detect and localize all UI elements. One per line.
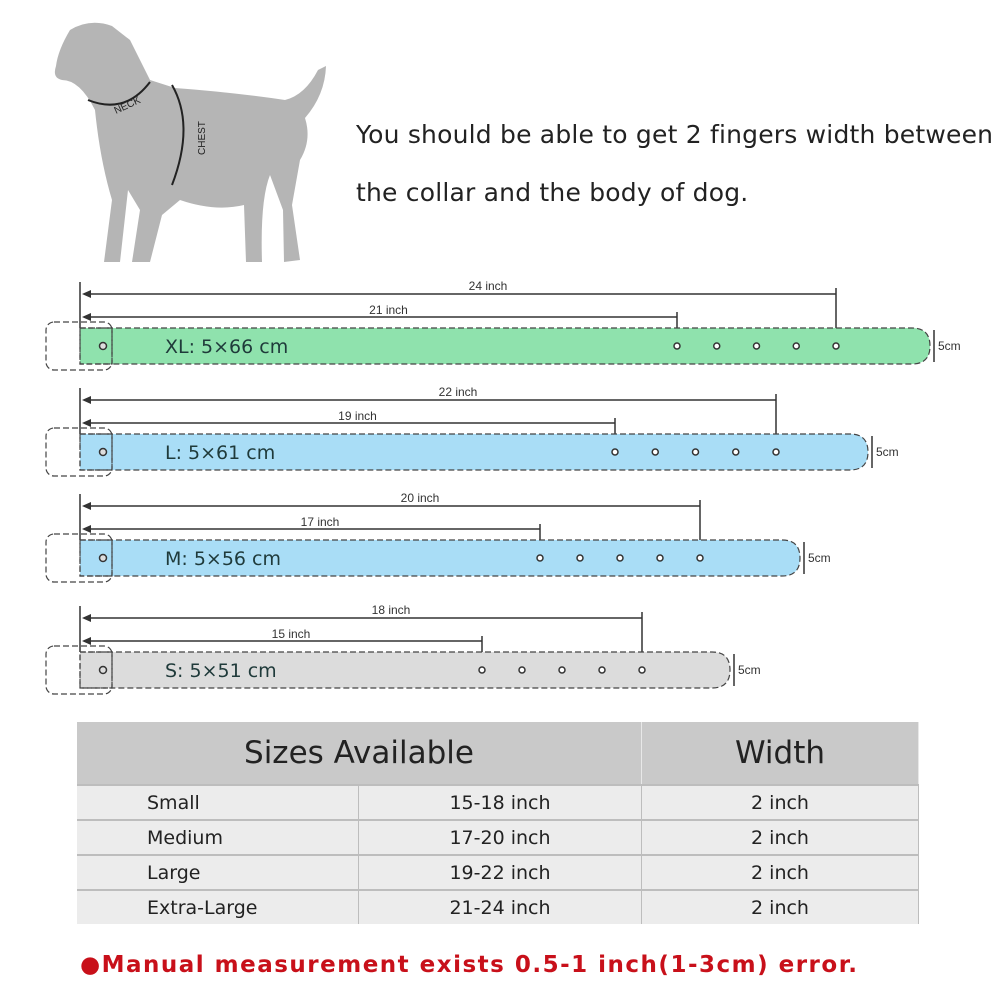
collar-strap xyxy=(79,651,731,689)
chest-arrow-icon xyxy=(171,84,185,186)
collar-strap xyxy=(79,433,869,471)
collar-hole xyxy=(611,448,619,456)
buckle-hole xyxy=(98,447,108,457)
dog-illustration: NECK CHEST xyxy=(54,22,326,262)
collar-hole xyxy=(696,554,704,562)
collar-hole xyxy=(576,554,584,562)
collar-hole xyxy=(656,554,664,562)
cell-width: 2 inch xyxy=(641,854,919,890)
collar-hole xyxy=(558,666,566,674)
cell-size: Large xyxy=(77,854,359,890)
collar-hole xyxy=(673,342,681,350)
arrowhead-icon xyxy=(82,614,91,622)
buckle-icon xyxy=(45,427,113,477)
tip-line-1: You should be able to get 2 fingers widt… xyxy=(356,120,994,149)
buckle-hole xyxy=(98,665,108,675)
collar-3: 18 inch 15 inch S: 5×51 cm 5cm xyxy=(45,603,761,695)
inner-length: 17 inch xyxy=(301,515,340,529)
cell-width: 2 inch xyxy=(641,819,919,855)
outer-length: 20 inch xyxy=(401,491,440,505)
buckle-frame xyxy=(79,327,113,365)
cell-width: 2 inch xyxy=(641,784,919,820)
buckle-icon xyxy=(45,533,113,583)
collar-hole xyxy=(772,448,780,456)
header-width: Width xyxy=(641,722,919,785)
inner-length: 19 inch xyxy=(338,409,377,423)
buckle-hole xyxy=(98,341,108,351)
cell-range: 21-24 inch xyxy=(358,889,642,924)
inner-length: 21 inch xyxy=(369,303,408,317)
cell-size: Small xyxy=(77,784,359,820)
measurement-note: ●Manual measurement exists 0.5-1 inch(1-… xyxy=(80,952,859,978)
dog-silhouette xyxy=(54,22,326,262)
collar-2: 20 inch 17 inch M: 5×56 cm 5cm xyxy=(45,491,831,583)
collar-hole xyxy=(638,666,646,674)
arrowhead-icon xyxy=(82,290,91,298)
arrowhead-icon xyxy=(82,525,91,533)
collar-1: 22 inch 19 inch L: 5×61 cm 5cm xyxy=(45,385,899,477)
table-row: Large 19-22 inch 2 inch xyxy=(77,854,919,890)
header-sizes: Sizes Available xyxy=(77,722,642,785)
cell-range: 19-22 inch xyxy=(358,854,642,890)
cell-width: 2 inch xyxy=(641,889,919,924)
collar-hole xyxy=(732,448,740,456)
table-row: Small 15-18 inch 2 inch xyxy=(77,784,919,820)
cell-range: 17-20 inch xyxy=(358,819,642,855)
collar-hole xyxy=(691,448,700,456)
collar-hole xyxy=(832,342,840,350)
tip-line-2: the collar and the body of dog. xyxy=(356,178,749,207)
collar-size-label: XL: 5×66 cm xyxy=(165,336,288,358)
width-label: 5cm xyxy=(808,551,831,565)
collar-hole xyxy=(651,448,659,456)
collar-hole xyxy=(713,342,721,350)
cell-size: Extra-Large xyxy=(77,889,359,924)
collar-size-label: M: 5×56 cm xyxy=(165,548,281,570)
collar-hole xyxy=(598,666,606,674)
table-row: Extra-Large 21-24 inch 2 inch xyxy=(77,889,919,924)
arrowhead-icon xyxy=(82,419,91,427)
collar-hole xyxy=(478,666,486,674)
table-row: Medium 17-20 inch 2 inch xyxy=(77,819,919,855)
collar-size-label: L: 5×61 cm xyxy=(165,442,275,464)
outer-length: 24 inch xyxy=(469,279,508,293)
arrowhead-icon xyxy=(82,502,91,510)
collar-size-label: S: 5×51 cm xyxy=(165,660,277,682)
width-label: 5cm xyxy=(938,339,961,353)
collar-strap xyxy=(79,539,801,577)
arrowhead-icon xyxy=(82,313,91,321)
outer-length: 18 inch xyxy=(372,603,411,617)
buckle-hole xyxy=(98,553,108,563)
collar-hole xyxy=(792,342,800,350)
collar-diagrams: 24 inch 21 inch XL: 5×66 cm 5cm 22 inch 19 in… xyxy=(45,279,961,695)
buckle-icon xyxy=(45,321,113,371)
collar-strap xyxy=(79,327,931,365)
chest-label: CHEST xyxy=(197,121,208,155)
cell-size: Medium xyxy=(77,819,359,855)
width-label: 5cm xyxy=(876,445,899,459)
buckle-frame xyxy=(79,651,113,689)
width-label: 5cm xyxy=(738,663,761,677)
buckle-frame xyxy=(79,539,113,577)
cell-range: 15-18 inch xyxy=(358,784,642,820)
buckle-frame xyxy=(79,433,113,471)
collar-0: 24 inch 21 inch XL: 5×66 cm 5cm xyxy=(45,279,961,371)
collar-hole xyxy=(616,554,624,562)
collar-hole xyxy=(518,666,526,674)
arrowhead-icon xyxy=(82,396,91,404)
size-table: Sizes Available Width Small 15-18 inch 2 i… xyxy=(77,722,919,924)
collar-hole xyxy=(536,554,544,562)
neck-arrow-icon xyxy=(87,81,151,106)
collar-hole xyxy=(752,342,761,350)
outer-length: 22 inch xyxy=(439,385,478,399)
inner-length: 15 inch xyxy=(272,627,311,641)
buckle-icon xyxy=(45,645,113,695)
arrowhead-icon xyxy=(82,637,91,645)
